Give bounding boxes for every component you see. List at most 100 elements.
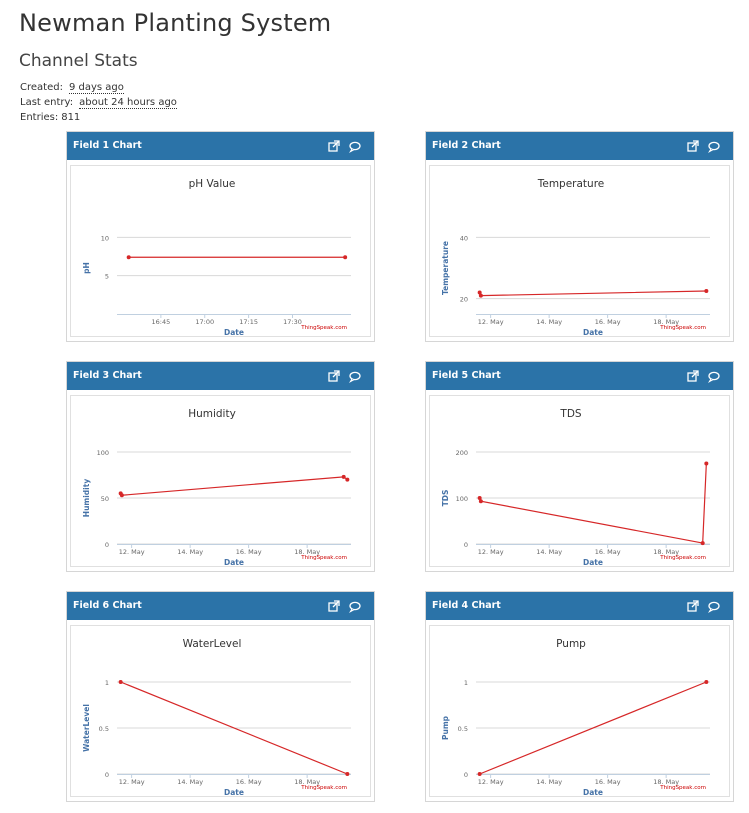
data-point [343,255,348,260]
comment-icon[interactable] [707,368,721,383]
x-tick-label: 18. May [653,778,679,786]
x-tick-label: 16. May [595,778,621,786]
widget-title: Field 5 Chart [432,370,501,381]
data-point [478,293,483,298]
last-entry-row: Last entry: about 24 hours ago [20,95,177,110]
chart-title: pH Value [189,178,236,190]
thingspeak-credit: ThingSpeak.com [659,325,706,331]
chart-widget: Field 2 Chart Temperature 20 40 12. May 14. M… [425,131,734,342]
thingspeak-credit: ThingSpeak.com [300,325,347,331]
x-axis-title: Date [583,328,603,336]
external-link-icon[interactable] [686,368,700,382]
y-tick-label: 1 [105,679,109,687]
x-tick-label: 18. May [294,778,320,786]
y-tick-label: 0.5 [99,725,109,733]
x-axis-title: Date [583,558,603,566]
y-axis-title: Humidity [82,479,91,518]
external-link-icon[interactable] [686,598,700,612]
chart-title: TDS [559,408,581,420]
chart-frame: Humidity 0 50 100 12. May 14. May 16. May 18. M… [70,395,371,567]
widget-title: Field 6 Chart [73,600,142,611]
x-tick-label: 14. May [536,318,562,326]
x-tick-label: 12. May [478,778,504,786]
chart-frame: Pump 0 0.5 1 12. May 14. May 16. May 18. May Dat… [429,625,730,797]
chart-frame: pH Value 5 10 16:45 17:00 17:15 17:30 Date pH Thi… [70,165,371,337]
external-link-icon[interactable] [327,368,341,382]
channel-stats: Created: 9 days ago Last entry: about 24 h… [20,80,177,125]
y-tick-label: 1 [464,679,468,687]
comment-icon[interactable] [348,598,362,613]
y-tick-label: 0 [105,541,109,549]
external-link-icon[interactable] [686,138,700,152]
chart-widget: Field 3 Chart Humidity 0 50 100 12. May 14. Ma… [66,361,375,572]
x-tick-label: 16. May [595,318,621,326]
y-axis-title: Temperature [441,241,450,295]
x-tick-label: 17:15 [239,318,258,326]
x-tick-label: 12. May [119,778,145,786]
data-point [119,493,124,498]
chart-widget: Field 5 Chart TDS 0 100 200 12. May 14. May 16.… [425,361,734,572]
x-tick-label: 17:00 [195,318,214,326]
x-axis-title: Date [224,788,244,796]
x-tick-label: 12. May [478,318,504,326]
chart-title: Temperature [537,178,605,190]
widget-header: Field 6 Chart [67,592,374,620]
chart-widget: Field 1 Chart pH Value 5 10 16:45 17:00 17:15 1… [66,131,375,342]
x-tick-label: 16. May [236,548,262,556]
y-tick-label: 40 [460,234,468,242]
y-tick-label: 10 [101,234,109,242]
entries-value: 811 [61,112,81,123]
last-entry-label: Last entry: [20,97,74,108]
chart-frame: TDS 0 100 200 12. May 14. May 16. May 18. May Da… [429,395,730,567]
data-point [341,474,346,479]
comment-icon[interactable] [707,138,721,153]
y-tick-label: 200 [456,449,468,457]
y-tick-label: 20 [460,296,468,304]
y-axis-title: Pump [441,715,450,740]
data-point [478,499,483,504]
x-tick-label: 18. May [653,318,679,326]
x-tick-label: 14. May [177,548,203,556]
created-value: 9 days ago [68,82,124,94]
y-tick-label: 100 [456,495,468,503]
created-label: Created: [20,82,63,93]
widget-title: Field 1 Chart [73,140,142,151]
widget-title: Field 4 Chart [432,600,501,611]
external-link-icon[interactable] [327,598,341,612]
chart-svg: Pump 0 0.5 1 12. May 14. May 16. May 18. May Dat… [441,638,710,796]
series-line [120,476,348,496]
chart-frame: Temperature 20 40 12. May 14. May 16. May 18. … [429,165,730,337]
series-line [120,681,348,775]
chart-svg: WaterLevel 0 0.5 1 12. May 14. May 16. May 18. … [82,638,351,796]
widget-title: Field 3 Chart [73,370,142,381]
data-point [118,680,123,684]
chart-widget: Field 4 Chart Pump 0 0.5 1 12. May 14. May 16. … [425,591,734,802]
comment-icon[interactable] [348,138,362,153]
x-tick-label: 12. May [119,548,145,556]
y-tick-label: 100 [97,449,109,457]
x-tick-label: 18. May [653,548,679,556]
widget-header: Field 5 Chart [426,362,733,390]
chart-svg: Temperature 20 40 12. May 14. May 16. May 18. … [441,178,710,336]
external-link-icon[interactable] [327,138,341,152]
thingspeak-credit: ThingSpeak.com [659,555,706,561]
chart-svg: pH Value 5 10 16:45 17:00 17:15 17:30 Date pH Thi… [82,178,351,336]
widget-header: Field 3 Chart [67,362,374,390]
page-title: Newman Planting System [19,9,332,37]
x-tick-label: 16. May [236,778,262,786]
chart-title: Pump [556,638,586,650]
x-tick-label: 14. May [536,548,562,556]
y-tick-label: 0 [464,771,468,779]
widget-title: Field 2 Chart [432,140,501,151]
comment-icon[interactable] [348,368,362,383]
y-tick-label: 5 [105,273,109,281]
series-line [479,681,707,775]
y-tick-label: 0 [464,541,468,549]
x-axis-title: Date [224,328,244,336]
data-point [704,289,709,293]
section-title: Channel Stats [19,51,138,71]
comment-icon[interactable] [707,598,721,613]
chart-title: Humidity [188,408,236,420]
y-tick-label: 0 [105,771,109,779]
chart-widget: Field 6 Chart WaterLevel 0 0.5 1 12. May 14. M… [66,591,375,802]
